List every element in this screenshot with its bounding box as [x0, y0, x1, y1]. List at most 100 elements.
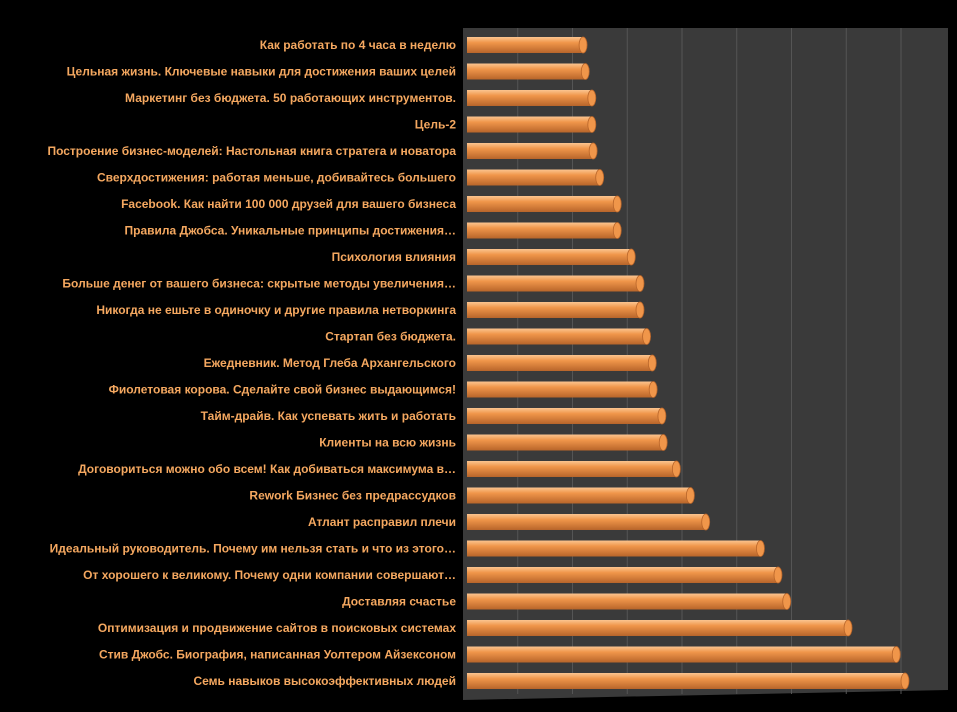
bar-body	[467, 249, 632, 265]
bar	[467, 63, 590, 80]
category-label: Клиенты на всю жизнь	[319, 436, 456, 450]
bar-end-cap	[701, 513, 711, 531]
bar-body	[467, 381, 654, 398]
bar-body	[467, 275, 641, 292]
bar-body	[467, 461, 677, 477]
category-label: Атлант расправил плечи	[308, 515, 456, 529]
bar	[467, 593, 792, 610]
bar-end-cap	[595, 169, 605, 186]
category-label: Маркетинг без бюджета. 50 работающих инс…	[125, 91, 456, 105]
bar-end-cap	[657, 407, 667, 425]
bar-body	[467, 196, 618, 212]
bar	[467, 513, 711, 531]
bar	[467, 301, 645, 319]
bar-end-cap	[635, 275, 645, 292]
bar-end-cap	[685, 487, 695, 504]
category-label: Оптимизация и продвижение сайтов в поиск…	[98, 621, 456, 635]
bar-end-cap	[588, 142, 598, 160]
bar	[467, 169, 605, 186]
bar-body	[467, 540, 761, 557]
bar	[467, 248, 636, 266]
bar	[467, 672, 910, 690]
bar	[467, 195, 622, 213]
bar	[467, 142, 598, 160]
bar	[467, 407, 667, 425]
bar-body	[467, 593, 787, 610]
bar	[467, 354, 657, 372]
category-label: Цель-2	[415, 118, 457, 132]
bar-body	[467, 355, 653, 371]
bar	[467, 566, 783, 584]
category-label: Ежедневник. Метод Глеба Архангельского	[204, 356, 456, 370]
bar-body	[467, 646, 897, 663]
bar	[467, 619, 853, 637]
bar	[467, 116, 597, 133]
bar-body	[467, 673, 905, 689]
bar	[467, 434, 668, 451]
bar-end-cap	[773, 566, 783, 584]
category-label: Идеальный руководитель. Почему им нельзя…	[50, 542, 456, 556]
bar-body	[467, 90, 592, 106]
bar-body	[467, 434, 664, 451]
bar-body	[467, 567, 778, 583]
bar-end-cap	[612, 195, 622, 213]
bar	[467, 381, 658, 398]
bar-body	[467, 222, 618, 239]
bar	[467, 540, 765, 557]
bar-body	[467, 169, 600, 186]
category-label: Психология влияния	[332, 250, 456, 264]
bar-body	[467, 143, 594, 159]
bar-body	[467, 63, 586, 80]
bar-end-cap	[578, 36, 588, 54]
bar-body	[467, 487, 691, 504]
bar-end-cap	[580, 63, 590, 80]
bar	[467, 328, 651, 345]
bar-end-cap	[671, 460, 681, 478]
category-label: Сверхдостижения: работая меньше, добивай…	[97, 171, 456, 185]
bar-body	[467, 37, 584, 53]
bar-end-cap	[843, 619, 853, 637]
bar-body	[467, 328, 647, 345]
category-label: Правила Джобса. Уникальные принципы дост…	[125, 224, 457, 238]
bar	[467, 460, 681, 478]
bar	[467, 36, 588, 54]
bar-body	[467, 302, 641, 318]
category-label: Facebook. Как найти 100 000 друзей для в…	[121, 197, 456, 211]
bar-end-cap	[648, 381, 658, 398]
bar	[467, 222, 622, 239]
bar	[467, 275, 645, 292]
bar-end-cap	[587, 89, 597, 107]
category-label: Цельная жизнь. Ключевые навыки для дости…	[67, 65, 456, 79]
bar-end-cap	[642, 328, 651, 345]
category-label: Rework Бизнес без предрассудков	[249, 489, 456, 503]
category-label: Тайм-драйв. Как успевать жить и работать	[201, 409, 456, 423]
category-label: Договориться можно обо всем! Как добиват…	[78, 462, 456, 476]
bar-end-cap	[587, 116, 597, 133]
bars	[467, 36, 910, 690]
category-label: Семь навыков высокоэффективных людей	[193, 674, 456, 688]
bar	[467, 487, 695, 504]
bar-end-cap	[891, 646, 901, 663]
bar-end-cap	[626, 248, 636, 266]
bar-body	[467, 514, 706, 530]
category-label: Фиолетовая корова. Сделайте свой бизнес …	[109, 383, 456, 397]
bar-end-cap	[647, 354, 657, 372]
category-label: Стартап без бюджета.	[325, 330, 456, 344]
category-label: Больше денег от вашего бизнеса: скрытые …	[62, 277, 456, 291]
bar-end-cap	[782, 593, 792, 610]
bar-body	[467, 620, 849, 636]
category-label: Стив Джобс. Биография, написанная Уолтер…	[99, 648, 456, 662]
bar-end-cap	[756, 540, 765, 557]
category-label: Никогда не ешьте в одиночку и другие пра…	[96, 303, 456, 317]
bar-end-cap	[635, 301, 645, 319]
bar-body	[467, 116, 592, 133]
category-label: Построение бизнес-моделей: Настольная кн…	[47, 144, 456, 158]
category-label: От хорошего к великому. Почему одни комп…	[83, 568, 456, 582]
bar-end-cap	[612, 222, 622, 239]
bar-end-cap	[900, 672, 910, 690]
category-labels: Как работать по 4 часа в неделю Цельная ж…	[47, 38, 456, 688]
bar-body	[467, 408, 662, 424]
bar-end-cap	[658, 434, 668, 451]
